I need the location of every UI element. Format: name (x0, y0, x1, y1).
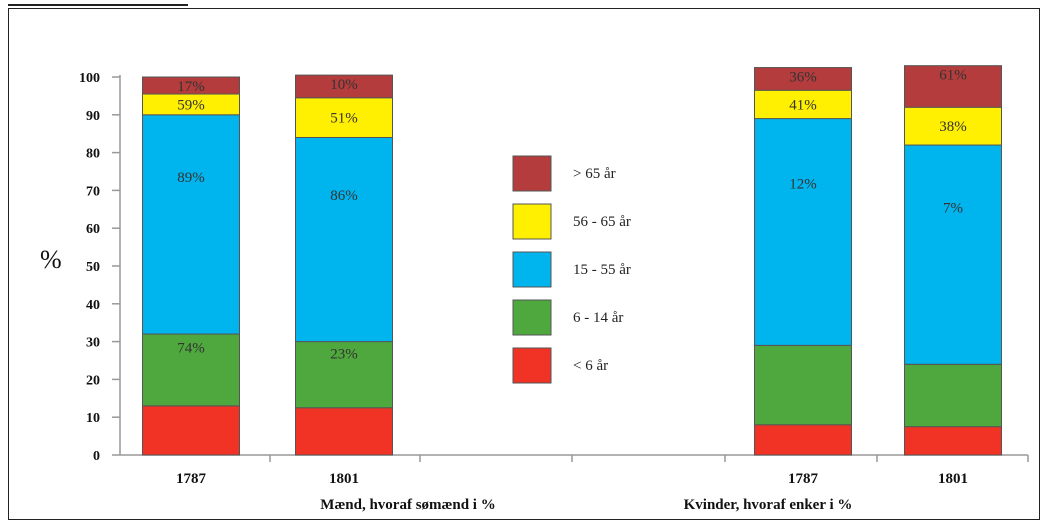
segment-label: 61% (939, 68, 967, 84)
bar-segment (295, 341, 393, 409)
y-tick-label: 60 (86, 222, 100, 237)
bar-segment (904, 106, 1002, 146)
legend-label: > 65 år (573, 166, 616, 182)
bar-4: 7% 38% 61% (904, 65, 1002, 456)
segment-label: 36% (789, 70, 817, 86)
segment-label: 41% (789, 97, 817, 113)
bar-segment (754, 344, 852, 426)
y-tick-label: 0 (93, 449, 100, 464)
x-tick-label: 1787 (176, 471, 207, 487)
legend-label: 56 - 65 år (573, 214, 631, 230)
y-tick-label: 80 (86, 147, 100, 162)
bar-segment (754, 89, 852, 120)
x-axis-labels: 1787 1801 1787 1801 Mænd, hvoraf sømænd i % K… (176, 471, 968, 513)
top-rule (8, 4, 188, 6)
segment-label: 74% (177, 341, 205, 357)
legend-swatch (512, 299, 552, 336)
legend-label: < 6 år (573, 358, 608, 374)
bar-segment (142, 114, 240, 335)
segment-label: 23% (330, 346, 358, 362)
bar-segment (142, 76, 240, 95)
group-label: Mænd, hvoraf sømænd i % (320, 497, 495, 513)
segment-label: 51% (330, 111, 358, 127)
chart-frame (8, 8, 1040, 520)
bar-segment (295, 407, 393, 456)
bar-segment (754, 424, 852, 456)
y-tick-label: 70 (86, 184, 100, 199)
legend-swatch (512, 203, 552, 240)
legend-swatch (512, 251, 552, 288)
bar-segment (904, 65, 1002, 108)
axes: 0 10 20 30 40 50 60 70 80 90 100 (79, 71, 1029, 464)
bar-segment (142, 333, 240, 407)
bar-2: 23% 86% 51% 10% (295, 74, 393, 456)
bars: 74% 89% 59% 17% 23% 86% 51% 10% 12% 41% 36% 7% 38% 61… (142, 65, 1002, 456)
bar-segment (142, 405, 240, 456)
segment-label: 12% (789, 176, 817, 192)
x-tick-label: 1801 (329, 471, 359, 487)
bar-segment (295, 74, 393, 99)
bar-1: 74% 89% 59% 17% (142, 76, 240, 456)
x-tick-label: 1801 (938, 471, 968, 487)
bar-segment (295, 136, 393, 343)
legend-swatch (512, 347, 552, 384)
bar-3: 12% 41% 36% (754, 67, 852, 456)
y-tick-label: 100 (79, 71, 100, 86)
legend: > 65 år 56 - 65 år 15 - 55 år 6 - 14 år < 6 … (512, 155, 631, 384)
y-tick-label: 50 (86, 260, 100, 275)
y-tick-label: 90 (86, 109, 100, 124)
segment-label: 86% (330, 188, 358, 204)
bar-segment (754, 67, 852, 91)
y-tick-label: 40 (86, 298, 100, 313)
segment-label: 59% (177, 97, 205, 113)
y-tick-label: 10 (86, 411, 100, 426)
legend-label: 6 - 14 år (573, 310, 623, 326)
segment-label: 89% (177, 170, 205, 186)
segment-label: 17% (177, 79, 205, 95)
y-axis-label: % (40, 245, 62, 274)
y-tick-label: 30 (86, 336, 100, 351)
legend-swatch (512, 155, 552, 192)
bar-segment (904, 426, 1002, 456)
bar-segment (754, 118, 852, 346)
legend-label: 15 - 55 år (573, 262, 631, 278)
segment-label: 7% (943, 200, 963, 216)
segment-label: 38% (939, 119, 967, 135)
x-tick-label: 1787 (788, 471, 819, 487)
bar-segment (904, 144, 1002, 365)
y-tick-label: 20 (86, 373, 100, 388)
segment-label: 10% (330, 77, 358, 93)
group-label: Kvinder, hvoraf enker i % (684, 497, 853, 513)
bar-segment (904, 363, 1002, 428)
